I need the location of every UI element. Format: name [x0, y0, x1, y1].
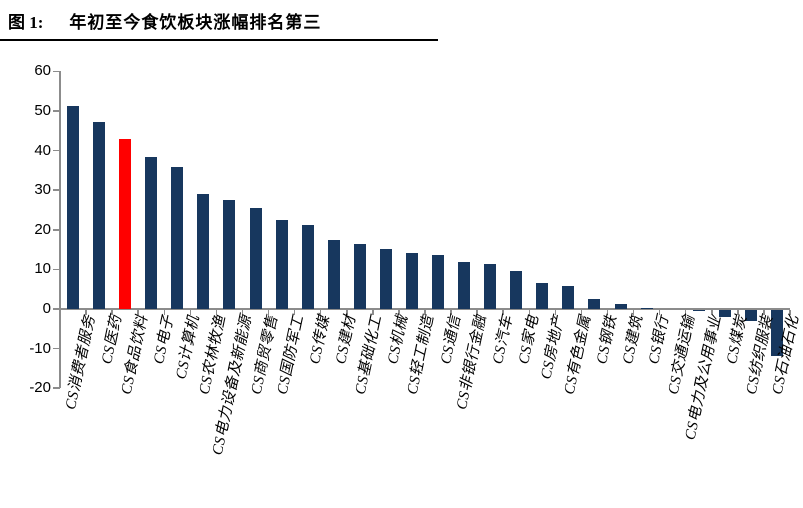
y-axis-label: 50: [34, 102, 51, 119]
x-axis-tick: [137, 309, 139, 315]
bar: [275, 219, 288, 309]
x-axis-tick: [241, 309, 244, 315]
x-axis-tick: [189, 309, 192, 315]
bar: [614, 303, 627, 309]
bar: [432, 255, 445, 309]
x-axis-tick: [476, 309, 478, 315]
x-axis-tick: [215, 309, 218, 315]
x-axis-tick: [398, 309, 400, 315]
y-axis-label: 40: [34, 141, 51, 159]
x-axis-tick: [580, 309, 583, 315]
figure-title: 年初至今食饮板块涨幅排名第三: [69, 13, 322, 32]
y-axis-tick: [53, 347, 60, 350]
y-axis-label: -10: [29, 339, 51, 357]
bar: [197, 194, 210, 309]
y-axis-label: 20: [34, 220, 51, 238]
bar: [405, 253, 418, 309]
x-axis-tick: [711, 309, 713, 315]
bar: [770, 310, 783, 356]
x-axis-tick: [85, 309, 87, 315]
bar-highlighted: [119, 139, 132, 309]
bar: [67, 106, 80, 309]
bar: [640, 308, 653, 309]
x-axis-tick: [346, 309, 348, 315]
title-underline: [0, 39, 438, 41]
y-axis-tick: [53, 110, 60, 112]
figure-header: 图 1: 年初至今食饮板块涨幅排名第三: [8, 8, 321, 33]
bar: [536, 282, 549, 309]
x-axis-tick: [424, 309, 426, 315]
bar: [249, 207, 262, 309]
y-axis-tick: [53, 268, 60, 271]
bar: [458, 261, 471, 309]
bar: [145, 157, 158, 309]
y-axis-tick: [53, 189, 60, 191]
x-axis-tick: [789, 309, 791, 315]
y-axis-label: 60: [34, 62, 51, 80]
bar: [562, 286, 575, 309]
x-axis-tick: [293, 309, 296, 315]
bar: [301, 225, 314, 309]
bar: [223, 200, 236, 309]
bar: [588, 299, 601, 309]
bar: [379, 248, 392, 309]
x-axis-tick: [502, 309, 504, 315]
bar: [353, 244, 366, 309]
x-axis-tick: [737, 309, 739, 315]
bar: [744, 310, 757, 322]
x-axis-label: CS消费者服务: [62, 313, 99, 412]
x-axis-tick: [319, 309, 322, 315]
y-axis-label: 10: [34, 260, 51, 278]
bar: [718, 310, 731, 317]
x-axis-tick: [59, 309, 61, 315]
y-axis-tick: [53, 308, 60, 310]
bar: [327, 240, 340, 309]
x-axis-tick: [267, 309, 270, 315]
x-axis-line: [60, 307, 790, 310]
x-axis-tick: [763, 309, 765, 315]
y-axis-tick: [53, 149, 60, 152]
x-axis-tick: [111, 309, 113, 315]
y-axis-label: -20: [29, 379, 51, 397]
y-axis-tick: [53, 70, 60, 73]
x-axis-tick: [528, 309, 531, 315]
y-axis-label: 30: [34, 181, 51, 199]
x-axis-tick: [163, 309, 166, 315]
bar: [93, 122, 106, 309]
bar: [484, 263, 497, 309]
x-axis-tick: [372, 309, 374, 315]
bar: [510, 270, 523, 309]
figure-label: 图 1:: [8, 13, 44, 32]
x-axis-tick: [450, 309, 452, 315]
y-axis-tick: [53, 387, 60, 389]
x-axis-tick: [554, 309, 557, 315]
x-axis-tick: [632, 309, 635, 315]
bar: [171, 166, 184, 309]
x-axis-tick: [606, 309, 609, 315]
x-axis-tick: [684, 309, 687, 315]
x-axis-tick: [658, 309, 661, 315]
y-axis-tick: [53, 229, 60, 231]
bar: [692, 310, 705, 312]
y-axis-label: 0: [42, 300, 51, 317]
